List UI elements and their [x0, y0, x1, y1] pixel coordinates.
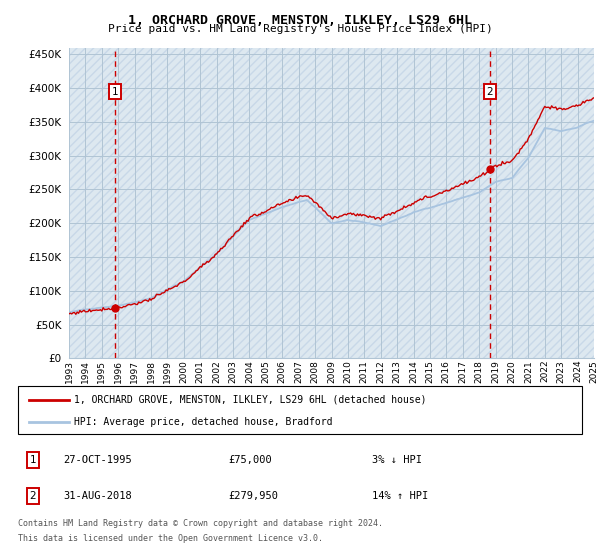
Text: 1, ORCHARD GROVE, MENSTON, ILKLEY, LS29 6HL: 1, ORCHARD GROVE, MENSTON, ILKLEY, LS29 … [128, 14, 472, 27]
Text: HPI: Average price, detached house, Bradford: HPI: Average price, detached house, Brad… [74, 417, 333, 427]
FancyBboxPatch shape [18, 386, 582, 434]
Text: £279,950: £279,950 [228, 491, 278, 501]
Text: 2: 2 [487, 86, 493, 96]
Text: £75,000: £75,000 [228, 455, 272, 465]
Text: 31-AUG-2018: 31-AUG-2018 [63, 491, 132, 501]
Text: 14% ↑ HPI: 14% ↑ HPI [372, 491, 428, 501]
Text: 3% ↓ HPI: 3% ↓ HPI [372, 455, 422, 465]
Text: 1: 1 [29, 455, 37, 465]
Text: This data is licensed under the Open Government Licence v3.0.: This data is licensed under the Open Gov… [18, 534, 323, 543]
Text: 1, ORCHARD GROVE, MENSTON, ILKLEY, LS29 6HL (detached house): 1, ORCHARD GROVE, MENSTON, ILKLEY, LS29 … [74, 395, 427, 405]
Text: 2: 2 [29, 491, 37, 501]
Text: 27-OCT-1995: 27-OCT-1995 [63, 455, 132, 465]
Text: Price paid vs. HM Land Registry's House Price Index (HPI): Price paid vs. HM Land Registry's House … [107, 24, 493, 34]
Text: 1: 1 [112, 86, 119, 96]
Text: Contains HM Land Registry data © Crown copyright and database right 2024.: Contains HM Land Registry data © Crown c… [18, 519, 383, 528]
